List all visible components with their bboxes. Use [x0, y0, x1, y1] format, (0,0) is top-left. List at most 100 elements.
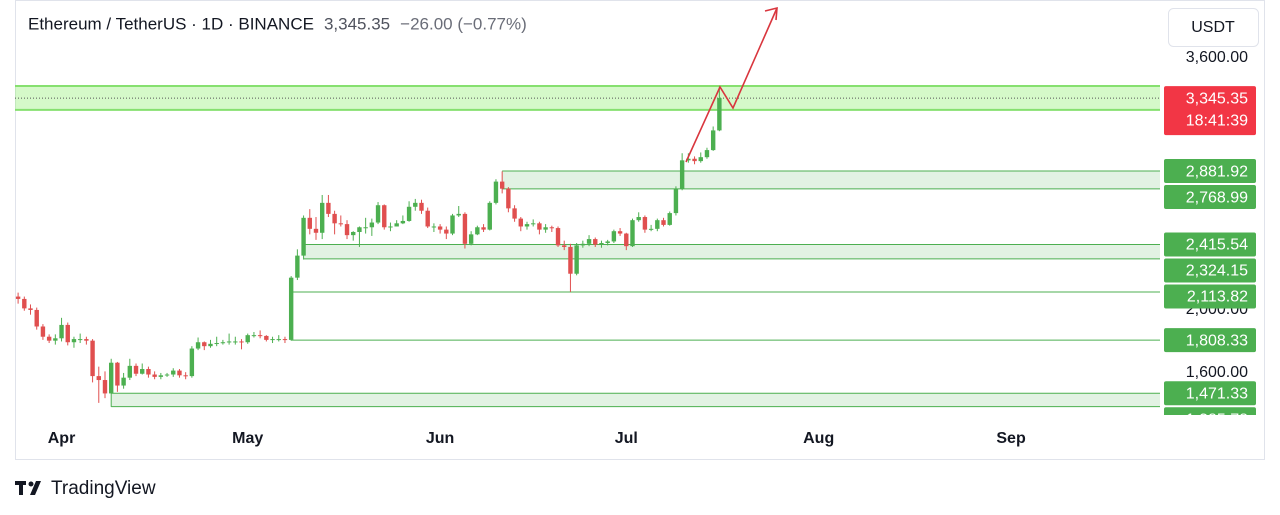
- candle-body: [673, 188, 679, 214]
- x-tick-label: Jun: [426, 430, 454, 447]
- candle-body: [220, 342, 226, 344]
- candle-body: [332, 213, 337, 224]
- price-tag-label: 2,768.99: [1186, 189, 1248, 206]
- candle-body: [512, 208, 517, 219]
- price-change: −26.00 (−0.77%): [400, 14, 527, 33]
- y-tick-label: 3,600.00: [1186, 49, 1248, 66]
- candle-body: [46, 336, 52, 341]
- plot-area: [15, 84, 1160, 408]
- candle-body: [208, 343, 213, 347]
- price-tag-label: 1,385.78: [1186, 411, 1248, 428]
- candle-body: [65, 324, 70, 343]
- price-tag: [1164, 381, 1256, 406]
- candle-body: [59, 324, 64, 339]
- candle-body: [146, 369, 151, 375]
- price-zone: [303, 244, 1160, 259]
- logo-part: [30, 481, 41, 495]
- candle-body: [319, 202, 325, 233]
- candle-body: [158, 375, 164, 377]
- currency-button[interactable]: [1168, 8, 1259, 47]
- x-tick-label: May: [232, 430, 263, 447]
- candle-body: [357, 227, 362, 232]
- price-tag: [1164, 185, 1256, 210]
- price-tag: [1164, 284, 1256, 309]
- candle-body: [475, 227, 480, 235]
- candle-body: [642, 217, 648, 230]
- price-tag: [1164, 328, 1256, 353]
- candle-body: [71, 339, 77, 343]
- candle-body: [369, 222, 375, 228]
- x-tick-label: Aug: [803, 430, 834, 447]
- price-axis: 3,600.002,000.001,600.002,881.922,768.99…: [1164, 49, 1256, 428]
- price-tag: [1164, 232, 1256, 257]
- arrow-path: [685, 7, 778, 163]
- chart-frame: [15, 0, 1265, 460]
- candle-body: [679, 160, 685, 189]
- candle-body: [382, 205, 387, 228]
- candle-body: [351, 231, 356, 236]
- candle-body: [611, 231, 617, 242]
- candle-body: [605, 241, 610, 244]
- candle-body: [599, 243, 604, 245]
- candle-body: [617, 231, 623, 234]
- symbol: Ethereum / TetherUS · 1D · BINANCE: [28, 14, 314, 33]
- candle-body: [437, 226, 443, 230]
- price-tag-label: 2,324.15: [1186, 263, 1248, 280]
- x-tick-label: Apr: [48, 430, 76, 447]
- candle-body: [22, 298, 27, 309]
- candle-body: [239, 341, 244, 343]
- candle-body: [543, 227, 548, 230]
- candle-body: [28, 308, 33, 310]
- candle-body: [419, 202, 424, 211]
- candle-body: [270, 339, 275, 341]
- candle-body: [624, 233, 629, 247]
- candle-body: [53, 338, 58, 341]
- price-tag: [1164, 159, 1256, 184]
- candle-body: [375, 205, 381, 223]
- candle-body: [282, 339, 288, 341]
- candle-body: [444, 229, 449, 234]
- candle-body: [586, 239, 592, 244]
- candle-body: [518, 218, 523, 227]
- header: Ethereum / TetherUS · 1D · BINANCE 3,345…: [28, 14, 527, 33]
- candle-body: [133, 365, 139, 374]
- candle-body: [344, 224, 350, 236]
- price-tag: [1164, 258, 1256, 283]
- candle-body: [698, 157, 703, 162]
- currency-label[interactable]: USDT: [1191, 19, 1235, 36]
- candle-body: [245, 335, 250, 343]
- candle-body: [456, 213, 461, 216]
- candle-body: [630, 220, 635, 247]
- candle-body: [307, 217, 312, 229]
- candle-body: [450, 215, 455, 234]
- candle-body: [183, 375, 188, 377]
- candle-body: [77, 339, 83, 341]
- price-zone: [111, 393, 1160, 407]
- candle-body: [276, 339, 281, 341]
- candle-body: [34, 309, 39, 327]
- candle-body: [301, 217, 306, 256]
- candle-body: [326, 202, 331, 214]
- candle-body: [295, 255, 300, 278]
- candle-body: [338, 223, 344, 225]
- candle-body: [580, 243, 586, 246]
- logo-part: [28, 481, 34, 487]
- candle-body: [431, 226, 437, 228]
- candle-body: [388, 226, 393, 228]
- candle-body: [710, 130, 716, 151]
- candle-body: [636, 217, 641, 221]
- candle-body: [704, 150, 710, 158]
- last-price-tag: [1164, 86, 1256, 136]
- candle-body: [655, 220, 660, 229]
- candle-body: [171, 370, 176, 375]
- price-tag-label: 1,808.33: [1186, 332, 1248, 349]
- candle-body: [574, 245, 579, 274]
- price-tag-label: 2,415.54: [1186, 237, 1248, 254]
- candle-body: [692, 158, 697, 162]
- candle-body: [264, 335, 269, 340]
- candle-body: [400, 220, 406, 224]
- candle-body: [524, 224, 530, 227]
- candle-body: [394, 223, 399, 227]
- candle-body: [288, 277, 294, 340]
